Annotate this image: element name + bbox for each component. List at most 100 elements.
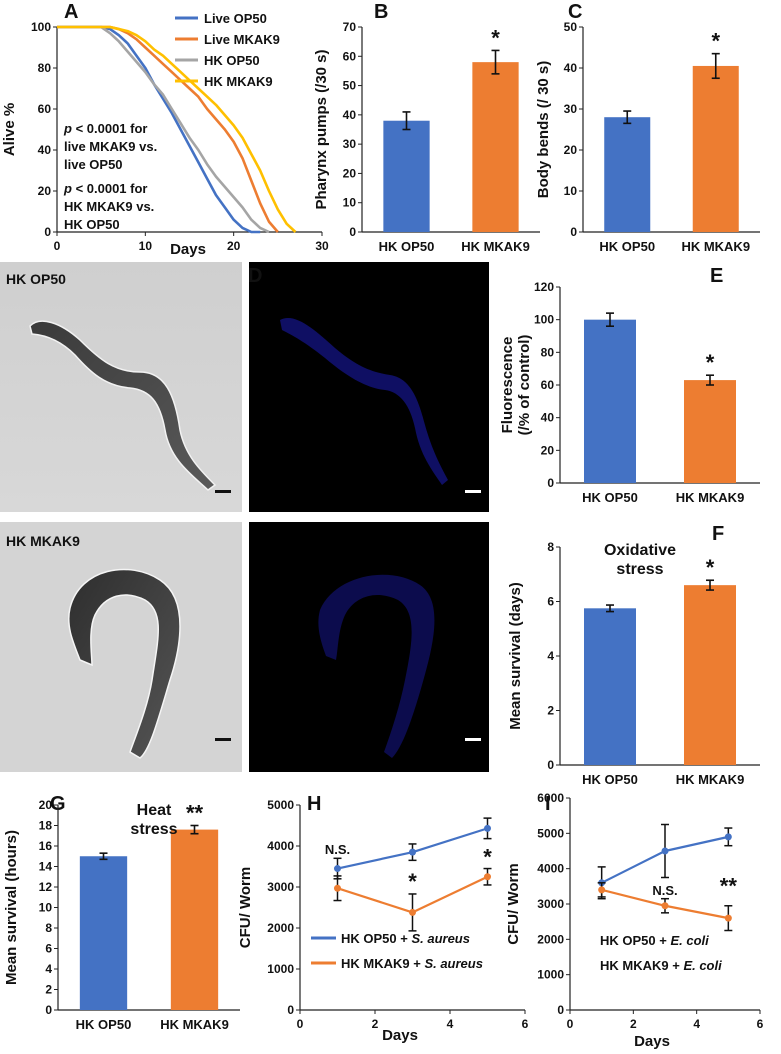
y-tick-label: 60 [343, 49, 357, 63]
series-line [57, 25, 261, 234]
y-tick-label: 0 [547, 476, 554, 490]
y-tick-label: 20 [541, 443, 555, 457]
significance-mark: * [706, 555, 715, 580]
legend-label: HK OP50 [204, 53, 260, 68]
y-tick-label: 2000 [537, 932, 564, 946]
x-axis-label: Days [170, 241, 206, 258]
panel-label-f: F [712, 523, 724, 545]
worm-image-bottom [68, 568, 181, 759]
y-tick-label: 50 [343, 79, 357, 93]
category-label: HK MKAK9 [461, 239, 530, 254]
y-tick-label: 2000 [267, 921, 294, 935]
legend-label: HK MKAK9 + S. aureus [341, 956, 483, 971]
legend-label: Live OP50 [204, 11, 267, 26]
y-tick-label: 1000 [537, 968, 564, 982]
y-tick-label: 6 [547, 595, 554, 609]
y-axis-label: Pharynx pumps (/30 s) [313, 49, 330, 209]
x-tick-label: 0 [297, 1017, 304, 1031]
y-tick-label: 0 [547, 758, 554, 772]
data-point [661, 847, 669, 855]
annotation-text: live MKAK9 vs. [64, 139, 157, 154]
y-tick-label: 30 [564, 102, 578, 116]
scale-bar [215, 490, 231, 493]
bar [170, 829, 219, 1010]
y-tick-label: 5000 [267, 798, 294, 812]
panel-label-c: C [568, 1, 582, 23]
bar [472, 62, 519, 233]
micrograph-panel: HK OP50 HK MKAK9 [0, 262, 489, 772]
x-tick-label: 0 [54, 239, 61, 253]
category-label: HK OP50 [379, 239, 435, 254]
y-tick-label: 80 [38, 61, 52, 75]
y-tick-label: 20 [38, 184, 52, 198]
y-tick-label: 5000 [537, 826, 564, 840]
series-line [57, 25, 270, 234]
legend-label: HK MKAK9 + E. coli [600, 958, 722, 973]
y-tick-label: 10 [343, 196, 357, 210]
x-tick-label: 2 [630, 1017, 637, 1031]
y-tick-label: 120 [534, 280, 554, 294]
category-label: HK OP50 [76, 1017, 132, 1032]
significance-mark: ** [186, 801, 204, 826]
y-axis-label: CFU/ Worm [505, 863, 522, 944]
data-point [724, 914, 732, 922]
significance-mark: * [711, 29, 720, 54]
significance-mark: * [491, 25, 500, 50]
y-tick-label: 12 [39, 880, 53, 894]
panel-label-g: G [50, 793, 66, 815]
data-point [409, 908, 416, 916]
y-tick-label: 100 [534, 313, 554, 327]
y-tick-label: 8 [547, 540, 554, 554]
data-point [484, 873, 491, 881]
y-tick-label: 4000 [537, 862, 564, 876]
y-tick-label: 60 [541, 378, 555, 392]
category-label: HK MKAK9 [676, 772, 745, 787]
series-line [57, 25, 297, 233]
y-axis-label: Body bends (/ 30 s) [535, 61, 552, 199]
panel-label-b: B [374, 1, 388, 23]
y-tick-label: 1000 [267, 962, 294, 976]
fluorescence-image-bottom [249, 522, 489, 772]
x-tick-label: 4 [693, 1017, 700, 1031]
category-label: HK OP50 [582, 490, 638, 505]
category-label: HK MKAK9 [681, 239, 750, 254]
annotation-text: p < 0.0001 for [63, 121, 147, 136]
y-tick-label: 0 [287, 1003, 294, 1017]
y-tick-label: 10 [39, 901, 53, 915]
y-tick-label: 80 [541, 345, 555, 359]
category-label: HK OP50 [582, 772, 638, 787]
x-tick-label: 4 [447, 1017, 454, 1031]
significance-mark: N.S. [325, 842, 350, 857]
y-tick-label: 16 [39, 839, 53, 853]
x-axis-label: Days [382, 1027, 418, 1044]
image-label-bottom: HK MKAK9 [6, 533, 80, 549]
panel-label-d: D [248, 265, 262, 287]
annotation-text: HK OP50 [64, 217, 120, 232]
bar [584, 319, 636, 483]
chart-title: Heat [137, 802, 172, 819]
y-axis-label: (/% of control) [516, 335, 533, 436]
x-tick-label: 20 [227, 239, 241, 253]
y-tick-label: 20 [39, 798, 53, 812]
y-tick-label: 4 [45, 962, 52, 976]
y-tick-label: 4000 [267, 839, 294, 853]
y-tick-label: 0 [44, 225, 51, 239]
annotation-text: HK MKAK9 vs. [64, 199, 154, 214]
y-tick-label: 50 [564, 20, 578, 34]
bar [584, 608, 636, 765]
significance-mark: ** [720, 873, 738, 898]
y-tick-label: 20 [564, 143, 578, 157]
x-tick-label: 6 [522, 1017, 529, 1031]
worm-fluorescence-top [280, 318, 448, 485]
y-tick-label: 30 [343, 137, 357, 151]
y-tick-label: 20 [343, 166, 357, 180]
data-point [334, 865, 341, 873]
y-tick-label: 0 [570, 225, 577, 239]
y-axis-label: CFU/ Worm [237, 867, 254, 948]
scale-bar [465, 738, 481, 741]
y-axis-label: Mean survival (days) [507, 582, 524, 730]
x-tick-label: 2 [372, 1017, 379, 1031]
data-point [409, 848, 416, 856]
x-tick-label: 30 [315, 239, 329, 253]
panel-label-i: I [545, 793, 551, 815]
